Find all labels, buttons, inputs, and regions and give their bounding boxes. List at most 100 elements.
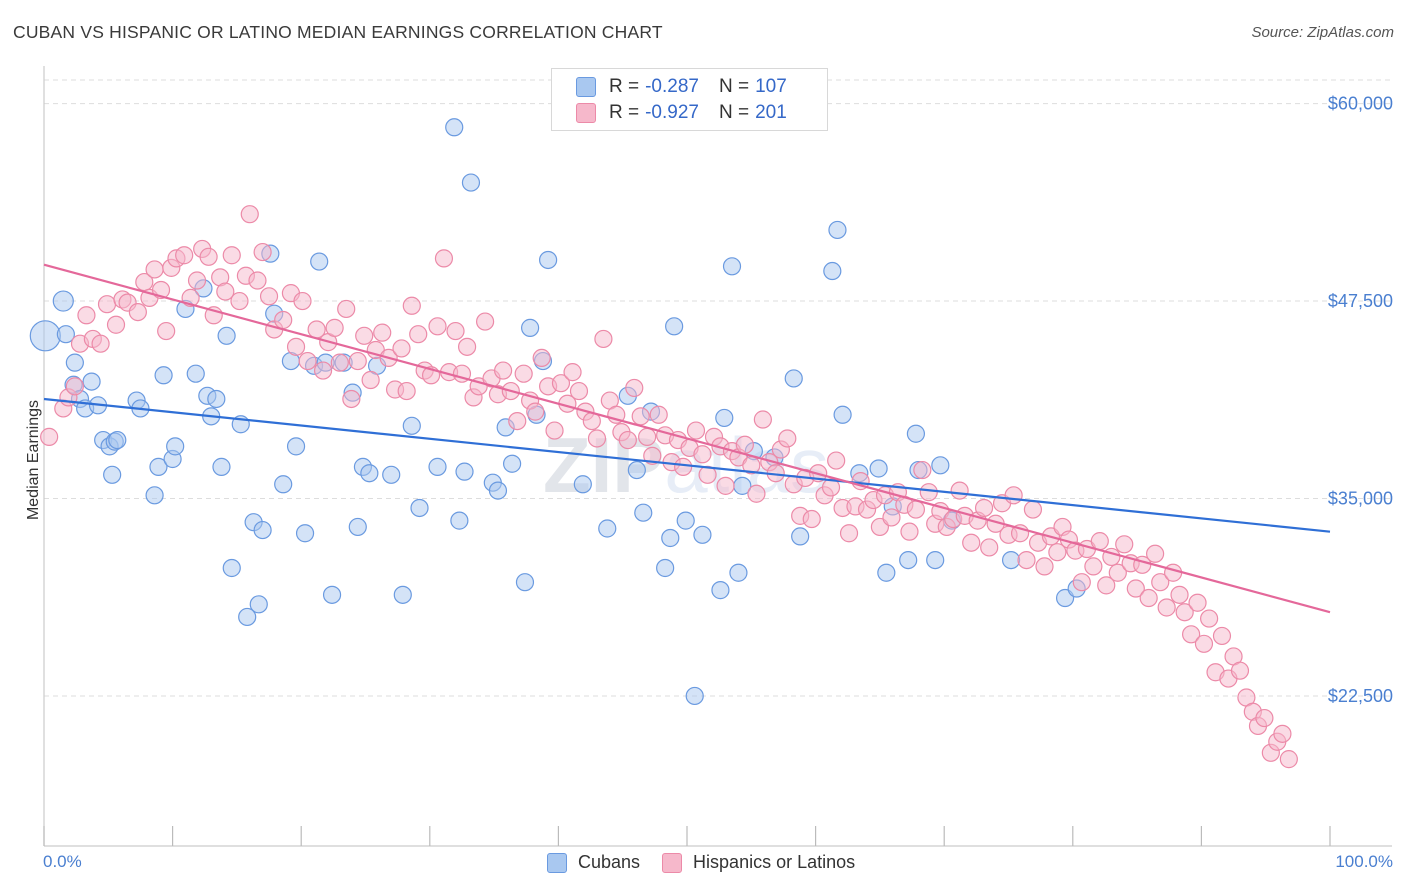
cuban-point <box>665 317 684 336</box>
cubans-n-label: N = <box>718 76 750 97</box>
hispanic-point <box>686 421 706 440</box>
hispanic-point <box>545 421 564 440</box>
hispanic-point <box>882 508 901 527</box>
cuban-point <box>715 408 734 428</box>
cubans-legend-label: Cubans <box>578 852 641 872</box>
hispanic-point <box>342 389 361 409</box>
hispanic-point <box>747 484 766 503</box>
hispanic-point <box>1157 598 1176 617</box>
cuban-point <box>521 318 540 337</box>
hispanic-point <box>274 310 293 330</box>
cuban-point <box>207 389 226 409</box>
legend-item-hispanics[interactable]: Hispanics or Latinos <box>662 852 855 873</box>
legend-item-cubans[interactable]: Cubans <box>547 852 640 873</box>
hispanics-trend-line <box>43 263 1331 614</box>
hispanic-point <box>1194 634 1214 653</box>
hispanic-point <box>1146 544 1165 563</box>
hispanic-point <box>145 260 164 279</box>
hispanic-point <box>1023 500 1043 519</box>
hispanic-point <box>361 370 380 390</box>
cuban-point <box>676 511 695 530</box>
hispanics-legend-label: Hispanics or Latinos <box>693 852 856 872</box>
chart-title: CUBAN VS HISPANIC OR LATINO MEDIAN EARNI… <box>13 22 663 42</box>
cuban-point <box>711 581 730 600</box>
cuban-point <box>149 457 168 476</box>
hispanic-point <box>1212 626 1232 646</box>
hispanic-point <box>1115 535 1134 554</box>
cuban-point <box>286 437 306 456</box>
hispanic-point <box>1175 603 1194 622</box>
cuban-point <box>249 595 268 614</box>
hispanic-point <box>563 363 582 382</box>
hispanic-point <box>821 478 841 497</box>
hispanic-point <box>753 410 772 429</box>
hispanic-point <box>91 334 110 353</box>
hispanic-point <box>1151 573 1170 592</box>
cuban-point <box>310 252 329 271</box>
cuban-point <box>598 519 617 538</box>
cuban-point <box>791 527 810 546</box>
cuban-point <box>488 481 508 500</box>
y-tick-label: $35,000 <box>1328 488 1393 508</box>
hispanic-point <box>508 411 527 431</box>
cuban-point <box>693 525 712 544</box>
hispanic-point <box>716 476 735 495</box>
cuban-point <box>186 364 205 383</box>
cuban-point <box>627 460 646 480</box>
cuban-point <box>877 563 896 582</box>
y-tick-label: $47,500 <box>1328 291 1393 311</box>
cuban-point <box>722 257 742 276</box>
cuban-point <box>238 607 257 627</box>
hispanic-point <box>397 381 416 401</box>
hispanic-point <box>1048 543 1067 562</box>
hispanic-point <box>175 246 194 265</box>
hispanic-point <box>298 351 317 371</box>
cuban-point <box>931 456 950 475</box>
cuban-point <box>515 573 535 592</box>
hispanic-point <box>402 296 421 315</box>
hispanic-point <box>980 538 999 557</box>
hispanic-point <box>355 326 374 345</box>
cubans-n-value: 107 <box>755 76 787 97</box>
cuban-point <box>1001 550 1021 570</box>
hispanic-point <box>313 361 333 380</box>
hispanics-n-value: 201 <box>755 102 787 123</box>
hispanic-point <box>594 329 613 349</box>
hispanic-point <box>1004 486 1023 505</box>
cuban-point <box>784 369 803 388</box>
hispanics-n-label: N = <box>718 102 750 123</box>
cubans-trend-line <box>43 397 1331 533</box>
cubans-swatch <box>576 77 596 97</box>
hispanic-point <box>216 282 235 301</box>
hispanic-point <box>330 353 349 372</box>
hispanic-point <box>532 348 551 368</box>
hispanic-point <box>348 351 367 371</box>
hispanic-point <box>240 205 259 224</box>
cuban-point <box>823 261 842 281</box>
cuban-point <box>539 250 558 270</box>
hispanic-point <box>1035 557 1054 576</box>
cuban-point <box>634 503 653 522</box>
hispanic-point <box>248 271 267 290</box>
x-tick-label-min: 0.0% <box>43 852 82 871</box>
cuban-point <box>145 486 164 505</box>
cubans-r-value: -0.287 <box>645 76 699 97</box>
hispanic-point <box>674 457 693 476</box>
hispanic-point <box>475 312 495 331</box>
hispanic-point <box>1273 724 1292 743</box>
hispanic-point <box>157 321 176 341</box>
hispanic-point <box>587 429 607 448</box>
cuban-point <box>154 366 173 385</box>
hispanic-point <box>373 323 392 342</box>
y-tick-label: $60,000 <box>1328 94 1393 114</box>
cuban-point <box>926 550 945 570</box>
cuban-point <box>166 437 185 456</box>
cuban-point <box>656 558 675 578</box>
cuban-point <box>82 372 101 391</box>
hispanic-point <box>625 378 644 398</box>
hispanic-point <box>259 287 279 306</box>
cuban-point <box>56 325 75 344</box>
x-tick-label-max: 100.0% <box>1335 852 1393 871</box>
legend-row-hispanics: R = -0.927 N = 201 <box>576 101 787 125</box>
